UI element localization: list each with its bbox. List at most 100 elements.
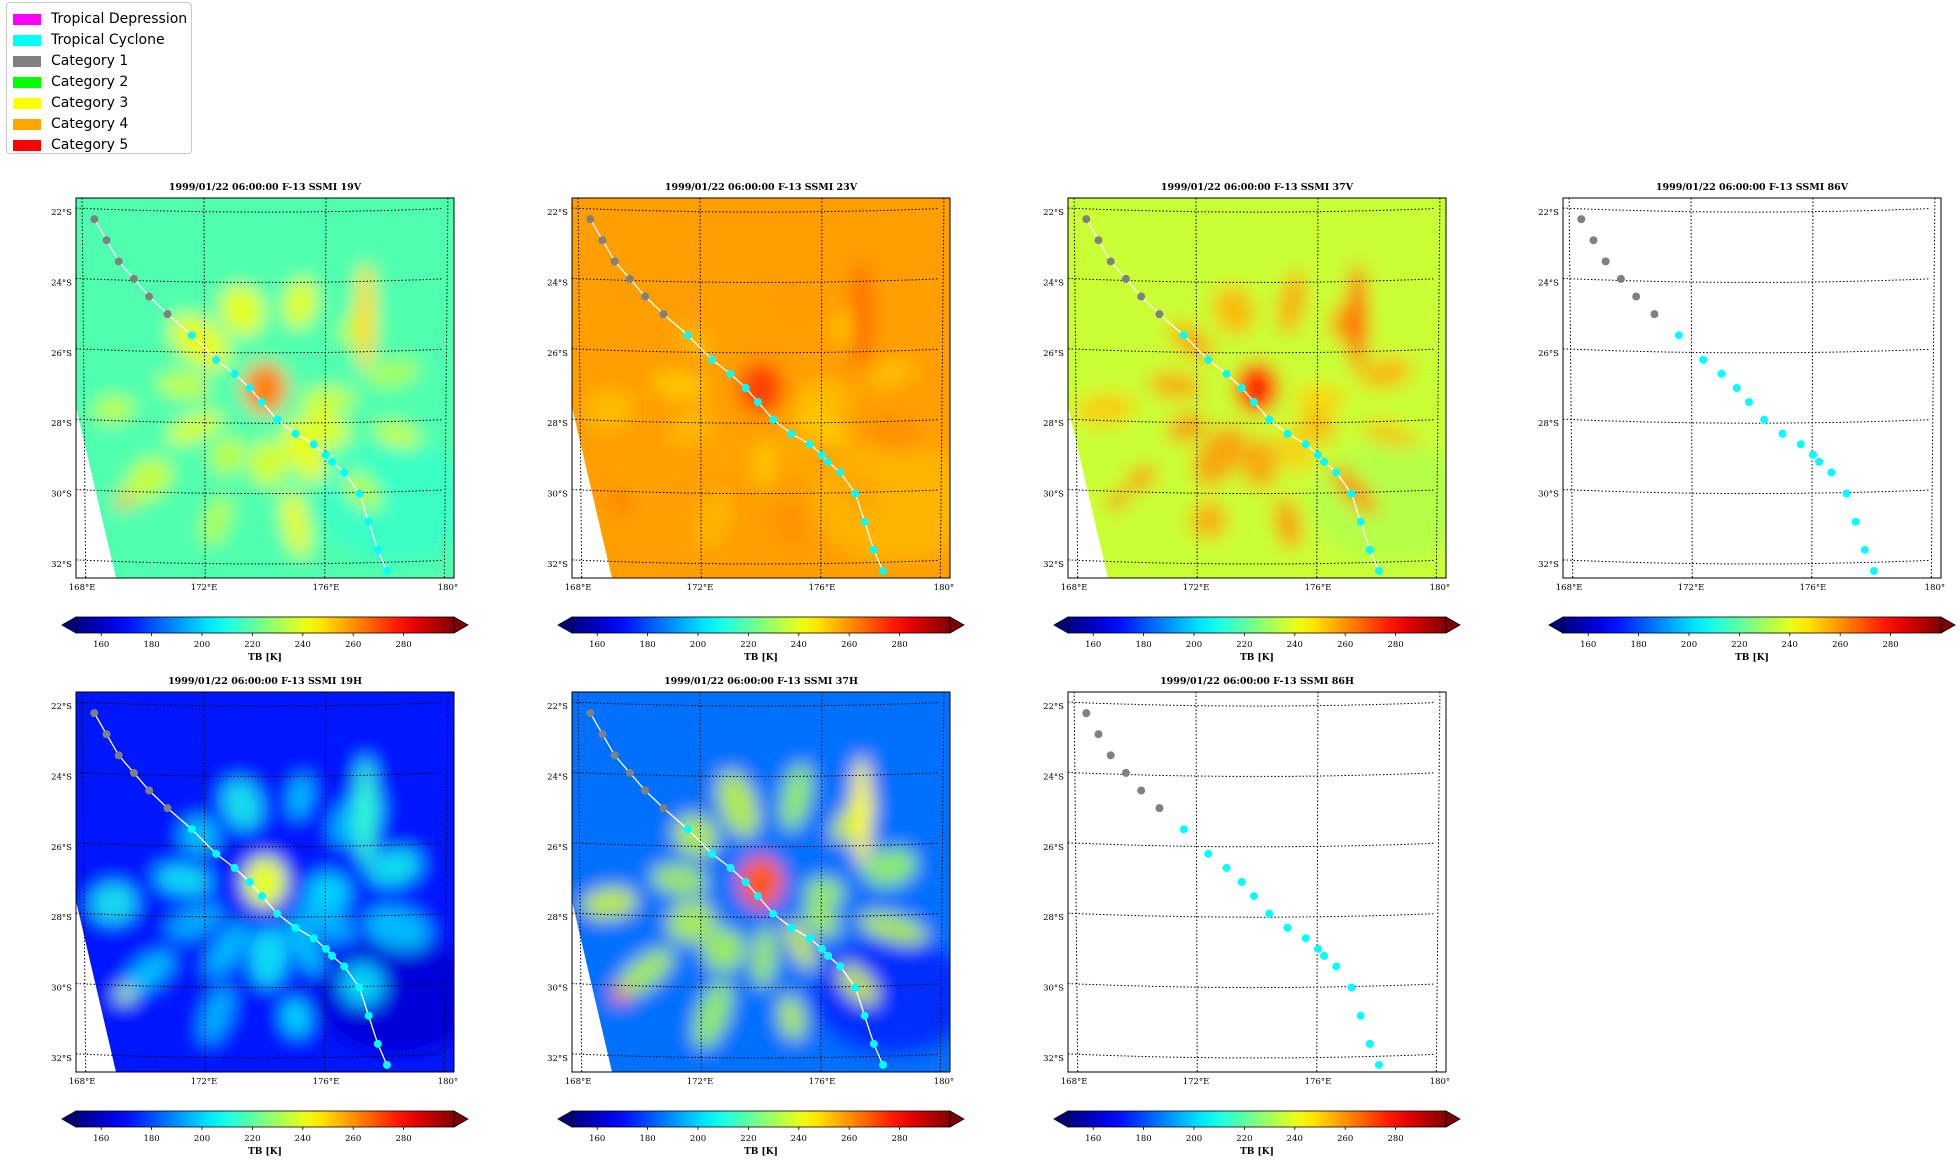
track-point: [824, 951, 833, 960]
track-point: [1332, 962, 1341, 971]
track-point: [1313, 450, 1322, 459]
colorbar-tick-label: 220: [244, 640, 260, 650]
colorbar-tick-label: 240: [791, 640, 807, 650]
parallel-line: [1068, 842, 1434, 848]
lon-tick-label: 168°E: [1061, 583, 1088, 593]
tb-band: [367, 848, 421, 886]
colorbar-tick-label: 200: [690, 1134, 706, 1144]
colorbar-tick-label: 220: [1236, 1134, 1252, 1144]
tb-band: [124, 951, 174, 995]
track-point: [869, 545, 878, 554]
colorbar-low-arrow: [557, 616, 573, 634]
colorbar-tick-label: 280: [395, 1134, 411, 1144]
track-point: [257, 892, 266, 901]
colorbar-tick-label: 180: [639, 1134, 655, 1144]
lat-tick-label: 28°S: [547, 913, 568, 923]
colorbar: 160 180 200 220 240 260 280 TB [K]: [557, 616, 965, 663]
lon-tick-label: 180°: [1925, 583, 1945, 593]
tb-core: [739, 856, 783, 908]
lat-tick-label: 22°S: [51, 208, 72, 218]
lon-tick-label: 168°E: [1061, 1077, 1088, 1087]
parallel-line: [76, 701, 442, 707]
lat-tick-label: 32°S: [1043, 560, 1064, 570]
track-point: [102, 730, 111, 739]
tb-band: [281, 489, 311, 558]
legend-item: Category 1: [13, 51, 128, 71]
track-point: [1869, 566, 1878, 575]
colorbar-tick-label: 180: [639, 640, 655, 650]
tb-band: [851, 756, 872, 867]
track-point: [836, 468, 845, 477]
track-point: [1204, 849, 1213, 858]
colorbar-tick-label: 200: [1681, 640, 1697, 650]
parallel-line: [572, 912, 938, 918]
tb-band: [155, 864, 212, 895]
parallel-line: [572, 701, 938, 707]
lat-tick-label: 30°S: [1043, 490, 1064, 500]
legend-swatch: [13, 118, 41, 130]
tb-band: [778, 994, 806, 1041]
colorbar-tick-label: 200: [194, 1134, 210, 1144]
lat-tick-label: 26°S: [1043, 349, 1064, 359]
tb-band: [615, 948, 674, 998]
track-point: [1237, 878, 1246, 886]
track-point: [328, 457, 337, 466]
track-point: [586, 709, 595, 718]
track-point: [291, 429, 300, 438]
legend-label: Category 3: [51, 95, 129, 111]
colorbar-tick-label: 280: [1387, 1134, 1403, 1144]
lon-tick-label: 168°E: [69, 583, 96, 593]
lat-tick-label: 32°S: [51, 560, 72, 570]
tb-band: [1193, 424, 1246, 487]
track-point: [114, 257, 123, 266]
legend-swatch: [13, 34, 41, 46]
tb-band: [169, 314, 230, 370]
track-point: [114, 751, 123, 760]
tb-band: [368, 359, 420, 388]
colorbar-tick-label: 220: [740, 1134, 756, 1144]
track-point: [1094, 730, 1103, 739]
track-point: [373, 1039, 382, 1048]
meridian-line: [1568, 198, 1574, 578]
lat-tick-label: 30°S: [51, 490, 72, 500]
swath-edge: [572, 407, 612, 578]
meridian-line: [1811, 198, 1814, 578]
lon-tick-label: 172°E: [191, 1077, 218, 1087]
meridian-line: [203, 198, 206, 578]
lon-tick-label: 180°: [934, 1077, 954, 1087]
colorbar-tick-label: 160: [1580, 640, 1596, 650]
parallel-line: [76, 418, 442, 424]
tb-band: [167, 411, 224, 444]
tb-band: [200, 985, 233, 1044]
tb-band: [752, 925, 777, 989]
track-point: [1155, 804, 1164, 813]
colorbar-tick-label: 200: [1186, 1134, 1202, 1144]
track-point: [382, 566, 391, 575]
tb-band: [775, 282, 818, 324]
colorbar-body: [571, 1110, 951, 1128]
track-point: [245, 878, 254, 886]
parallel-line: [572, 207, 938, 213]
track-point: [610, 257, 619, 266]
track-point: [1356, 517, 1365, 526]
tb-band: [1241, 436, 1280, 490]
tb-band: [851, 262, 872, 373]
meridian-line: [820, 198, 823, 578]
legend-label: Category 5: [51, 137, 129, 153]
tb-patch: [813, 936, 950, 1056]
lon-tick-label: 176°E: [313, 1077, 340, 1087]
track-point: [1121, 768, 1130, 777]
tb-band: [201, 495, 232, 546]
track-point: [1347, 489, 1356, 498]
track-point: [1616, 274, 1625, 283]
tb-patch: [1309, 442, 1446, 562]
map-area: [1068, 198, 1446, 578]
map-area: [1563, 198, 1936, 578]
parallel-line: [76, 348, 442, 354]
parallel-line: [1068, 418, 1434, 424]
track-point: [163, 804, 172, 813]
parallel-line: [1068, 489, 1434, 495]
lon-tick-label: 172°E: [687, 583, 714, 593]
tb-band: [93, 396, 134, 423]
colorbar-tick-label: 180: [143, 1134, 159, 1144]
